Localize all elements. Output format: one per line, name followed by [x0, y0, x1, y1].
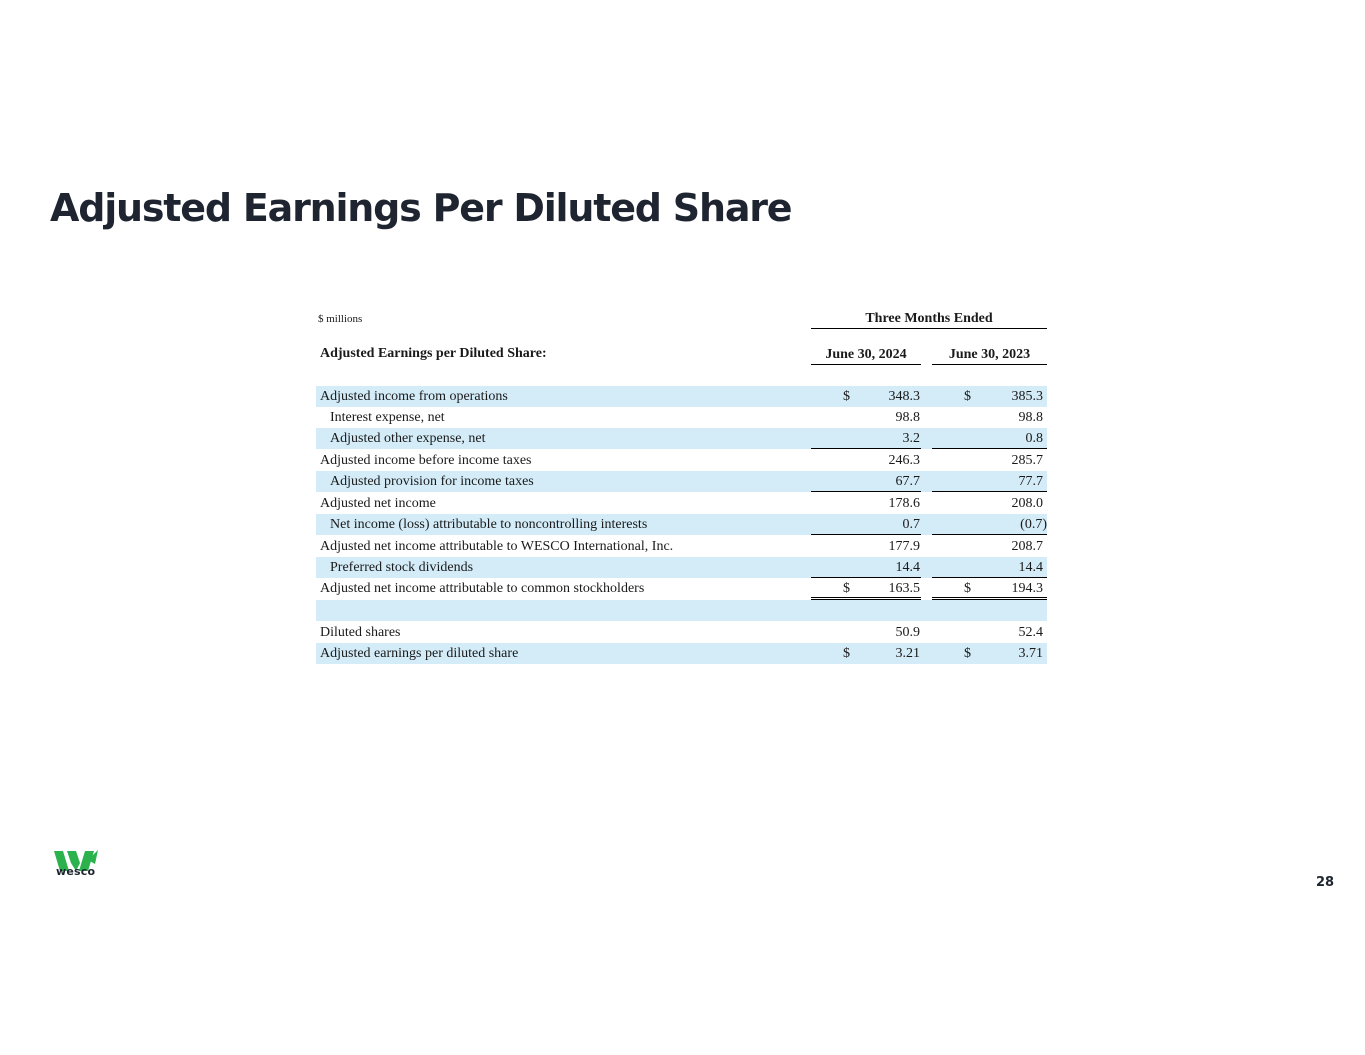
slide-title: Adjusted Earnings Per Diluted Share [50, 186, 793, 230]
table-row: Preferred stock dividends 14.4 14.4 [316, 557, 1047, 578]
page-number: 28 [1316, 875, 1335, 890]
value-2023: 385.3 [1011, 389, 1044, 404]
column-header-2024: June 30, 2024 [811, 345, 921, 365]
table-row: Adjusted provision for income taxes 67.7… [316, 471, 1047, 492]
currency-symbol: $ [964, 581, 971, 596]
table-row: Adjusted net income 178.6 208.0 [316, 493, 1047, 514]
currency-symbol: $ [843, 389, 850, 404]
value-2024: 348.3 [888, 389, 921, 404]
value-2023: 3.71 [1018, 646, 1044, 661]
value-2023: 0.8 [1025, 431, 1044, 446]
row-label: Adjusted net income attributable to WESC… [320, 539, 674, 554]
value-2024: 50.9 [895, 625, 921, 640]
table-row: Adjusted net income attributable to WESC… [316, 536, 1047, 557]
value-2024: 246.3 [888, 453, 921, 468]
value-2024: 67.7 [895, 474, 921, 489]
value-2024: 178.6 [888, 496, 921, 511]
value-2023: 208.0 [1011, 496, 1044, 511]
value-2023: 52.4 [1018, 625, 1044, 640]
row-label: Adjusted earnings per diluted share [320, 646, 519, 661]
value-2023: 208.7 [1011, 539, 1044, 554]
row-label: Adjusted net income attributable to comm… [320, 581, 645, 596]
row-label: Adjusted provision for income taxes [330, 474, 534, 489]
table-row: Adjusted net income attributable to comm… [316, 578, 1047, 600]
table-row: Net income (loss) attributable to noncon… [316, 514, 1047, 535]
value-2023: 285.7 [1011, 453, 1044, 468]
row-label: Adjusted net income [320, 496, 436, 511]
value-2024: 98.8 [895, 410, 921, 425]
table-row: Adjusted income before income taxes 246.… [316, 450, 1047, 471]
value-2023: 194.3 [1011, 581, 1044, 596]
logo-wordmark: wesco [56, 865, 96, 878]
value-2024: 3.2 [902, 431, 921, 446]
row-label: Net income (loss) attributable to noncon… [330, 517, 648, 532]
row-label: Preferred stock dividends [330, 560, 474, 575]
value-2023: (0.7) [1020, 517, 1047, 532]
period-header: Three Months Ended [811, 309, 1047, 329]
value-2024: 177.9 [888, 539, 921, 554]
table-row: Diluted shares 50.9 52.4 [316, 622, 1047, 643]
currency-symbol: $ [843, 581, 850, 596]
value-2023: 14.4 [1018, 560, 1044, 575]
table-row: Interest expense, net 98.8 98.8 [316, 407, 1047, 428]
row-label: Adjusted other expense, net [330, 431, 486, 446]
value-2023: 98.8 [1018, 410, 1044, 425]
table-row-spacer [316, 600, 1047, 621]
row-label: Interest expense, net [330, 410, 445, 425]
currency-symbol: $ [964, 389, 971, 404]
units-note: $ millions [318, 313, 363, 325]
table-row: Adjusted earnings per diluted share $3.2… [316, 643, 1047, 664]
row-label: Diluted shares [320, 625, 401, 640]
value-2024: 14.4 [895, 560, 921, 575]
row-label: Adjusted income from operations [320, 389, 508, 404]
row-label: Adjusted income before income taxes [320, 453, 532, 468]
value-2023: 77.7 [1018, 474, 1044, 489]
currency-symbol: $ [964, 646, 971, 661]
value-2024: 3.21 [895, 646, 921, 661]
column-header-2023: June 30, 2023 [932, 345, 1047, 365]
currency-symbol: $ [843, 646, 850, 661]
table-row: Adjusted income from operations $348.3 $… [316, 386, 1047, 407]
value-2024: 0.7 [902, 517, 921, 532]
value-2024: 163.5 [888, 581, 921, 596]
section-heading: Adjusted Earnings per Diluted Share: [320, 346, 547, 361]
wesco-logo-icon [54, 850, 98, 871]
table-row: Adjusted other expense, net 3.2 0.8 [316, 428, 1047, 449]
